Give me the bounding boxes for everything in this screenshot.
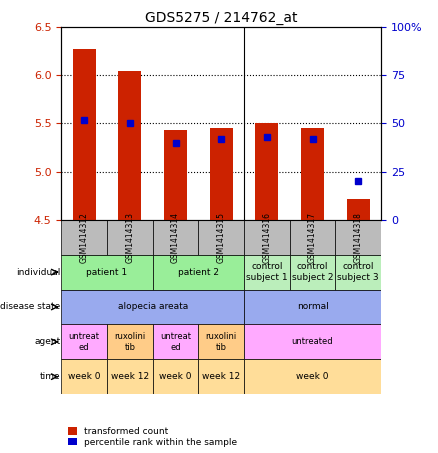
Bar — [61, 359, 107, 394]
Text: control
subject 3: control subject 3 — [337, 262, 379, 282]
Text: GSM1414316: GSM1414316 — [262, 212, 272, 263]
Bar — [107, 359, 153, 394]
Text: patient 1: patient 1 — [86, 268, 127, 277]
Bar — [336, 220, 381, 255]
Text: GSM1414312: GSM1414312 — [80, 212, 88, 263]
Bar — [61, 255, 153, 289]
Bar — [61, 289, 244, 324]
Bar — [244, 255, 290, 289]
Bar — [336, 255, 381, 289]
Text: GSM1414314: GSM1414314 — [171, 212, 180, 263]
Bar — [107, 220, 153, 255]
Bar — [244, 289, 381, 324]
Bar — [255, 124, 278, 220]
Text: individual: individual — [16, 268, 60, 277]
Bar — [153, 255, 244, 289]
Bar — [198, 220, 244, 255]
Text: control
subject 1: control subject 1 — [246, 262, 288, 282]
Text: untreat
ed: untreat ed — [69, 332, 100, 352]
Text: week 12: week 12 — [202, 372, 240, 381]
Bar — [118, 71, 141, 220]
Bar — [301, 128, 324, 220]
Bar — [198, 359, 244, 394]
Bar — [164, 130, 187, 220]
Bar — [153, 220, 198, 255]
Text: ruxolini
tib: ruxolini tib — [114, 332, 145, 352]
Text: untreated: untreated — [292, 337, 333, 347]
Text: agent: agent — [34, 337, 60, 347]
Text: untreat
ed: untreat ed — [160, 332, 191, 352]
Text: control
subject 2: control subject 2 — [292, 262, 333, 282]
Text: disease state: disease state — [0, 303, 60, 312]
Text: GSM1414318: GSM1414318 — [354, 212, 363, 263]
Text: time: time — [40, 372, 60, 381]
Text: week 0: week 0 — [296, 372, 329, 381]
Bar — [244, 324, 381, 359]
Bar — [210, 128, 233, 220]
Bar — [107, 324, 153, 359]
Text: GSM1414315: GSM1414315 — [217, 212, 226, 263]
Text: normal: normal — [297, 303, 328, 312]
Text: week 0: week 0 — [68, 372, 100, 381]
Text: patient 2: patient 2 — [178, 268, 219, 277]
Bar — [347, 198, 370, 220]
Bar — [198, 324, 244, 359]
Bar — [153, 359, 198, 394]
Bar — [244, 359, 381, 394]
Text: ruxolini
tib: ruxolini tib — [205, 332, 237, 352]
Text: week 12: week 12 — [111, 372, 149, 381]
Bar — [153, 324, 198, 359]
Text: GSM1414317: GSM1414317 — [308, 212, 317, 263]
Bar — [61, 324, 107, 359]
Bar — [73, 49, 95, 220]
Legend: transformed count, percentile rank within the sample: transformed count, percentile rank withi… — [66, 425, 239, 448]
Bar — [290, 255, 336, 289]
Bar — [290, 220, 336, 255]
Title: GDS5275 / 214762_at: GDS5275 / 214762_at — [145, 11, 297, 25]
Text: GSM1414313: GSM1414313 — [125, 212, 134, 263]
Bar — [244, 220, 290, 255]
Text: alopecia areata: alopecia areata — [117, 303, 188, 312]
Bar — [61, 220, 107, 255]
Text: week 0: week 0 — [159, 372, 192, 381]
